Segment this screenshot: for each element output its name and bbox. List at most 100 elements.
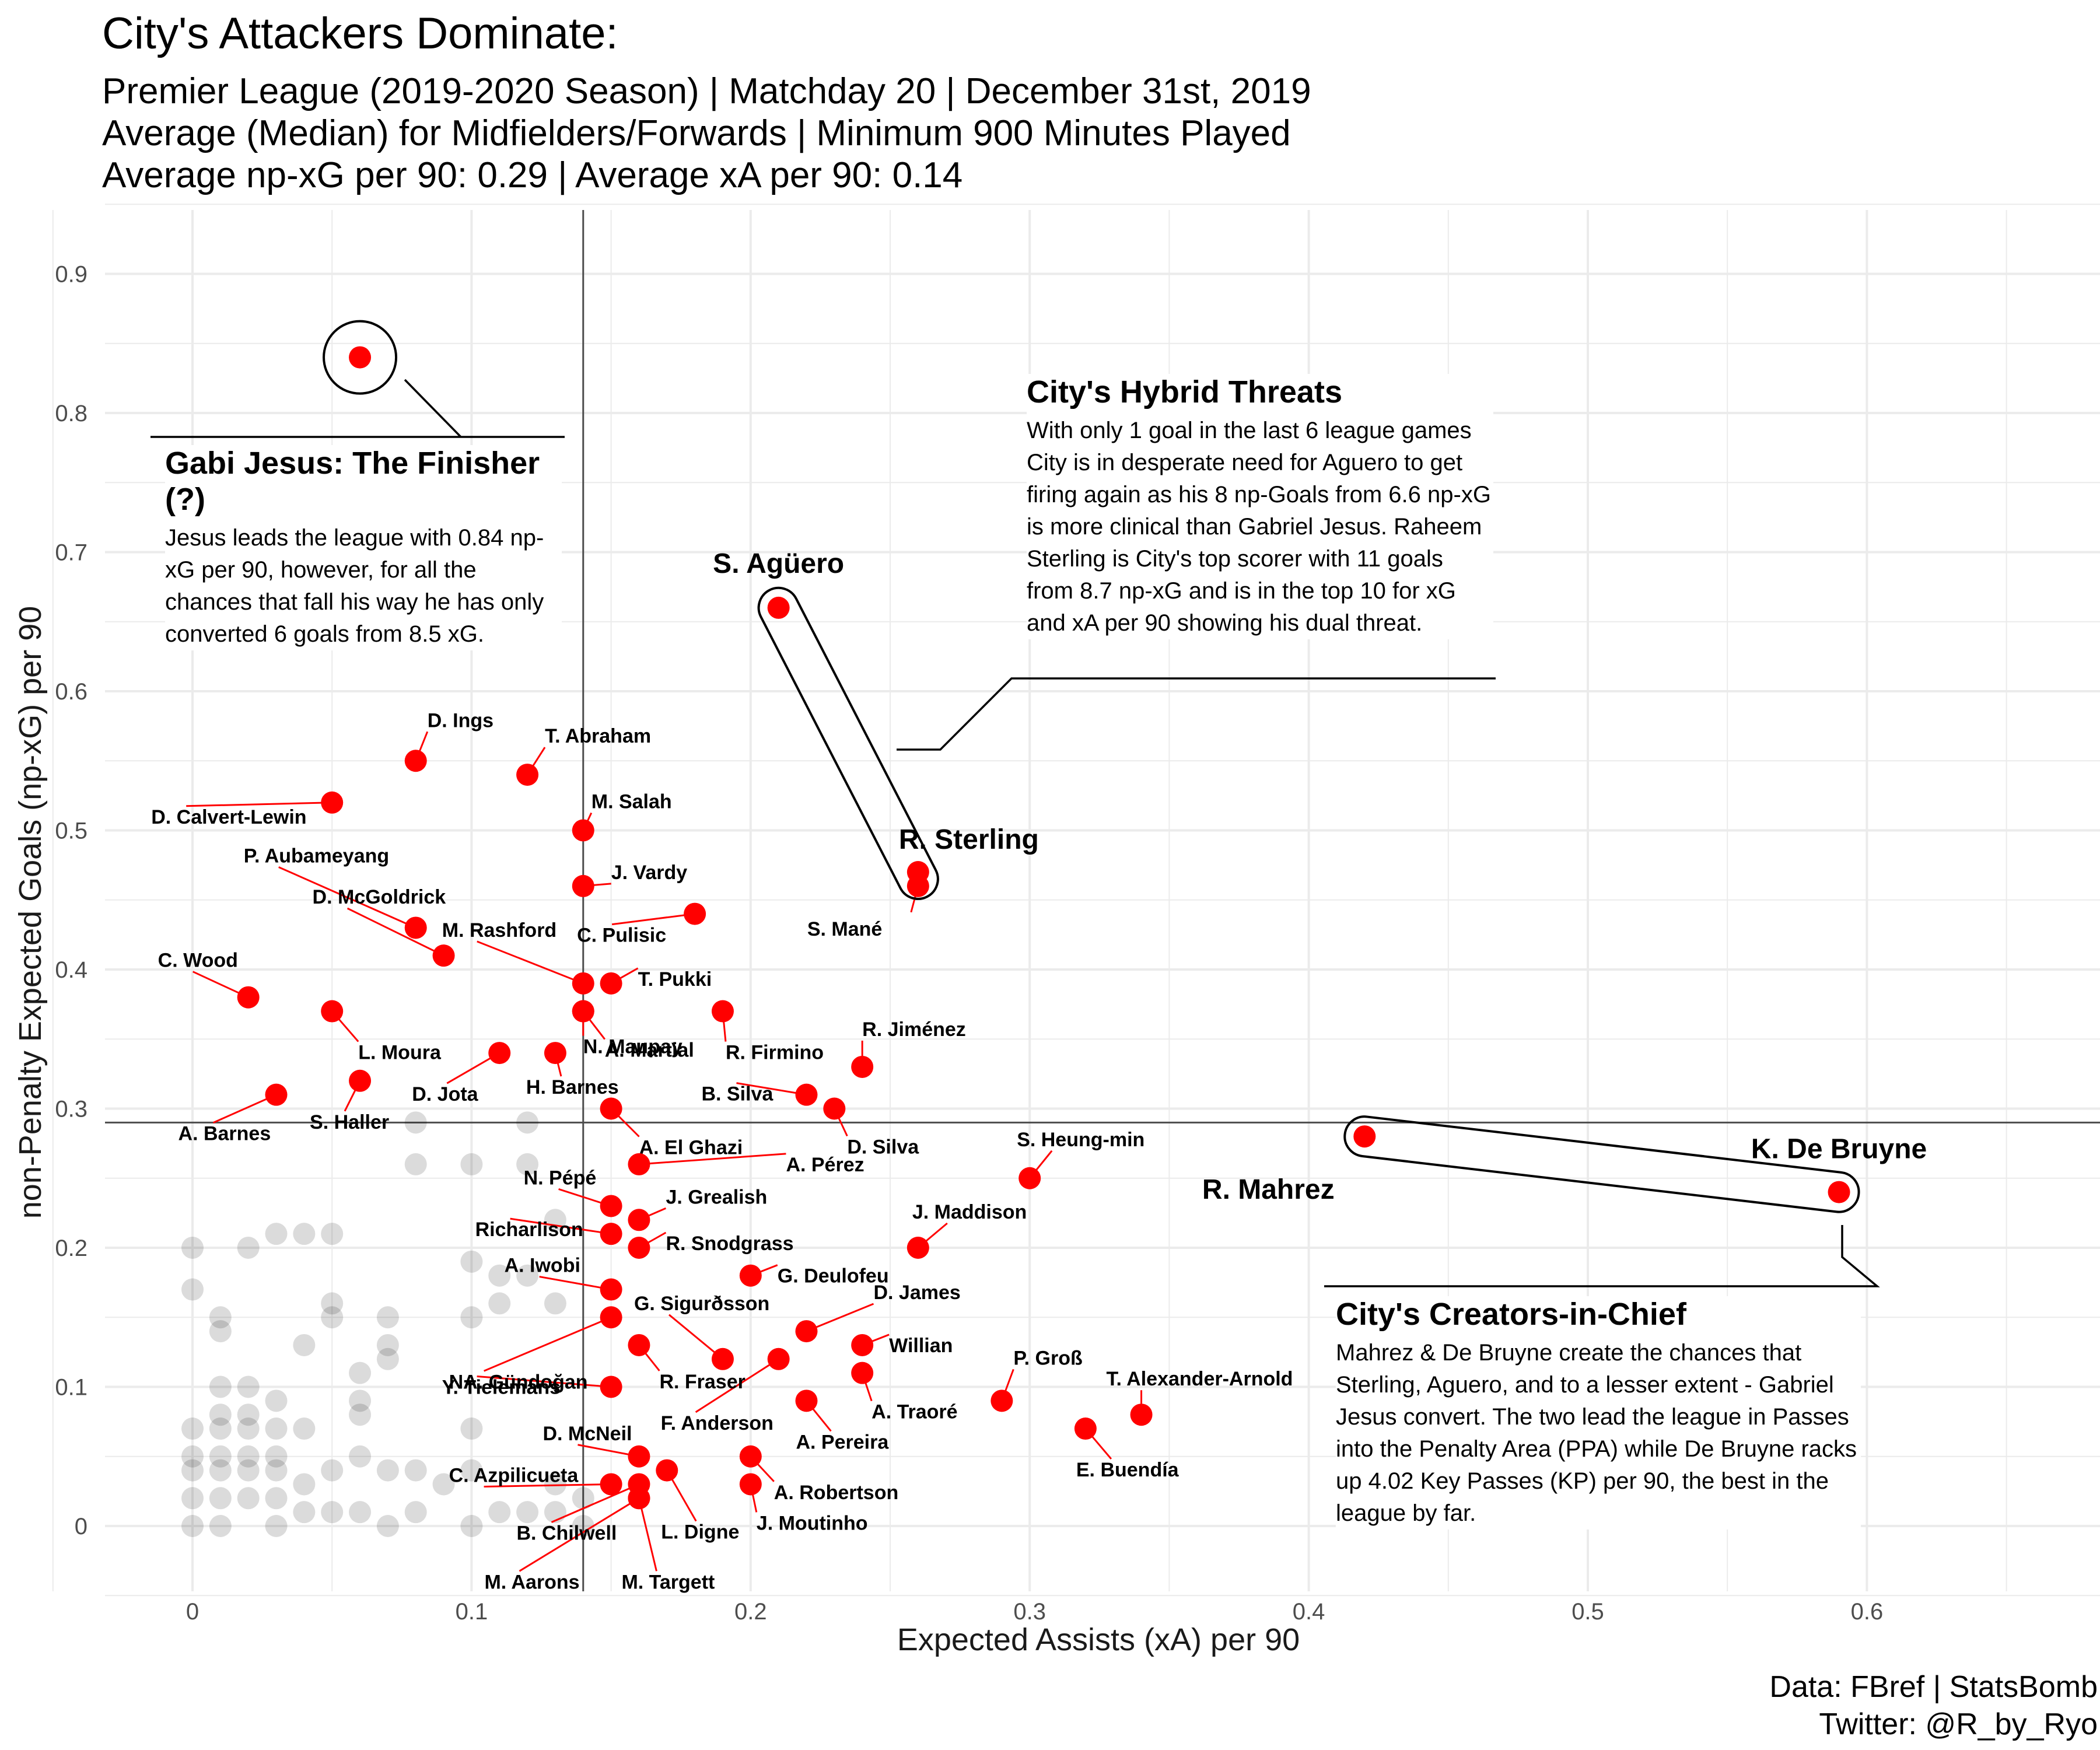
- label-leader-line: [668, 1314, 723, 1360]
- player-point: [544, 1042, 566, 1065]
- player-point: [1353, 1125, 1376, 1148]
- player-point: [767, 596, 790, 619]
- other-player-point: [265, 1445, 288, 1468]
- other-player-point: [404, 1459, 427, 1482]
- player-label: S. Heung-min: [1017, 1129, 1144, 1151]
- player-label: R. Fraser: [659, 1371, 745, 1393]
- label-leader-line: [695, 1358, 779, 1413]
- other-player-point: [488, 1292, 511, 1315]
- player-label: B. Silva: [701, 1083, 774, 1105]
- label-leader-line: [551, 1483, 640, 1523]
- jesus-annotation-connector: [404, 379, 462, 438]
- other-player-point: [404, 1501, 427, 1524]
- other-player-point: [376, 1515, 399, 1537]
- player-label: M. Rashford: [442, 919, 556, 942]
- label-leader-line: [806, 1303, 874, 1332]
- x-tick-label: 0: [186, 1599, 199, 1625]
- player-label: R. Sterling: [899, 824, 1039, 855]
- player-point: [823, 1097, 846, 1120]
- player-label: A. Iwobi: [505, 1255, 580, 1277]
- y-tick-label: 0.6: [55, 679, 88, 705]
- other-player-point: [376, 1306, 399, 1329]
- annotation-jesus-body: Jesus leads the league with 0.84 np-xG p…: [165, 525, 544, 647]
- player-label: A. El Ghazi: [639, 1137, 743, 1159]
- player-point: [600, 1195, 622, 1217]
- player-label: A. Barnes: [178, 1123, 271, 1145]
- other-player-point: [349, 1404, 372, 1426]
- y-axis-title: non-Penalty Expected Goals (np-xG) per 9…: [13, 606, 48, 1219]
- other-player-point: [321, 1223, 344, 1245]
- label-leader-line: [510, 1217, 611, 1235]
- city-hybrid-highlight: [757, 586, 939, 900]
- player-label: M. Targett: [621, 1571, 715, 1593]
- other-player-point: [209, 1459, 232, 1482]
- player-point: [516, 764, 539, 786]
- other-player-point: [293, 1473, 316, 1496]
- player-label: J. Moutinho: [757, 1512, 868, 1534]
- other-player-point: [321, 1292, 344, 1315]
- chart-title: City's Attackers Dominate:: [102, 9, 618, 58]
- player-point: [795, 1390, 818, 1412]
- player-label: A. Traoré: [872, 1401, 957, 1423]
- player-point: [711, 1000, 734, 1023]
- label-leader-line: [484, 1483, 611, 1488]
- other-player-point: [209, 1445, 232, 1468]
- label-leader-line: [278, 866, 416, 929]
- player-point: [600, 1223, 622, 1245]
- other-player-point: [376, 1348, 399, 1370]
- other-player-point: [349, 1501, 372, 1524]
- label-leader-line: [477, 940, 584, 985]
- player-point: [628, 1445, 650, 1468]
- player-label: A. Pérez: [786, 1154, 864, 1176]
- player-label: B. Chilwell: [516, 1522, 617, 1544]
- other-player-point: [321, 1459, 344, 1482]
- x-tick-label: 0.3: [1013, 1599, 1046, 1625]
- other-player-point: [516, 1264, 539, 1287]
- player-label: T. Abraham: [545, 725, 651, 747]
- player-label: R. Firmino: [726, 1042, 824, 1064]
- other-player-point: [516, 1111, 539, 1134]
- label-leader-line: [186, 802, 332, 807]
- player-label: T. Alexander-Arnold: [1107, 1368, 1293, 1390]
- player-label: C. Wood: [158, 950, 238, 972]
- other-player-point: [181, 1418, 204, 1440]
- other-player-point: [488, 1501, 511, 1524]
- player-label: Willian: [889, 1335, 953, 1357]
- player-point: [572, 972, 594, 995]
- player-point: [600, 1306, 622, 1329]
- other-player-point: [321, 1306, 344, 1329]
- player-point: [600, 1097, 622, 1120]
- caption-twitter: Twitter: @R_by_Ryo: [1819, 1707, 2098, 1741]
- other-player-point: [572, 1515, 594, 1537]
- annotation-creators: City's Creators-in-Chief Mahrez & De Bru…: [1336, 1296, 1861, 1530]
- player-point: [628, 1487, 650, 1510]
- player-label: L. Digne: [661, 1521, 739, 1544]
- label-leader-line: [638, 1497, 657, 1572]
- hybrid-annotation-connector: [897, 677, 1496, 751]
- player-point: [767, 1348, 790, 1370]
- other-player-point: [376, 1459, 399, 1482]
- label-leader-line: [484, 1316, 612, 1372]
- player-point: [321, 1000, 344, 1023]
- player-label: C. Azpilicueta: [449, 1464, 579, 1486]
- player-label: D. McGoldrick: [313, 886, 446, 908]
- other-player-point: [265, 1459, 288, 1482]
- player-point: [795, 1083, 818, 1106]
- other-player-point: [349, 1390, 372, 1412]
- label-leader-line: [519, 1497, 640, 1572]
- annotation-jesus: Gabi Jesus: The Finisher (?) Jesus leads…: [165, 445, 562, 650]
- other-player-point: [293, 1501, 316, 1524]
- other-player-point: [293, 1223, 316, 1245]
- player-point: [488, 1042, 511, 1065]
- player-label: P. Groß: [1013, 1347, 1082, 1369]
- other-player-point: [181, 1487, 204, 1510]
- player-label: D. Jota: [412, 1083, 478, 1105]
- player-label: S. Agüero: [713, 548, 844, 579]
- annotation-jesus-title: Gabi Jesus: The Finisher (?): [165, 446, 540, 517]
- other-player-point: [237, 1445, 260, 1468]
- label-leader-line: [346, 907, 444, 957]
- player-label: M. Salah: [592, 791, 672, 813]
- player-point: [739, 1445, 762, 1468]
- player-label: R. Jiménez: [862, 1019, 966, 1041]
